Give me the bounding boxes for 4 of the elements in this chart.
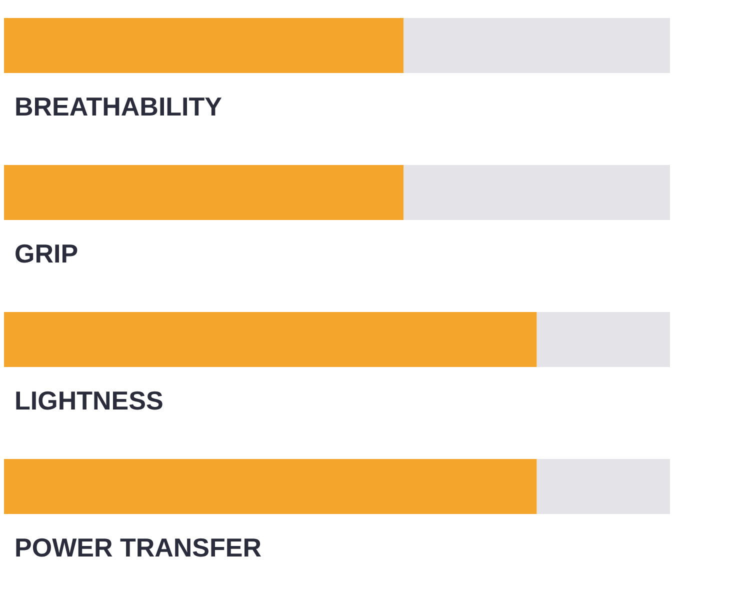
y-tick-label: LIGHTNESS [14,386,164,416]
y-tick-label: GRIP [14,238,78,268]
y-tick-label: POWER TRANSFER [14,532,262,562]
y-tick-label: BREATHABILITY [14,92,222,122]
